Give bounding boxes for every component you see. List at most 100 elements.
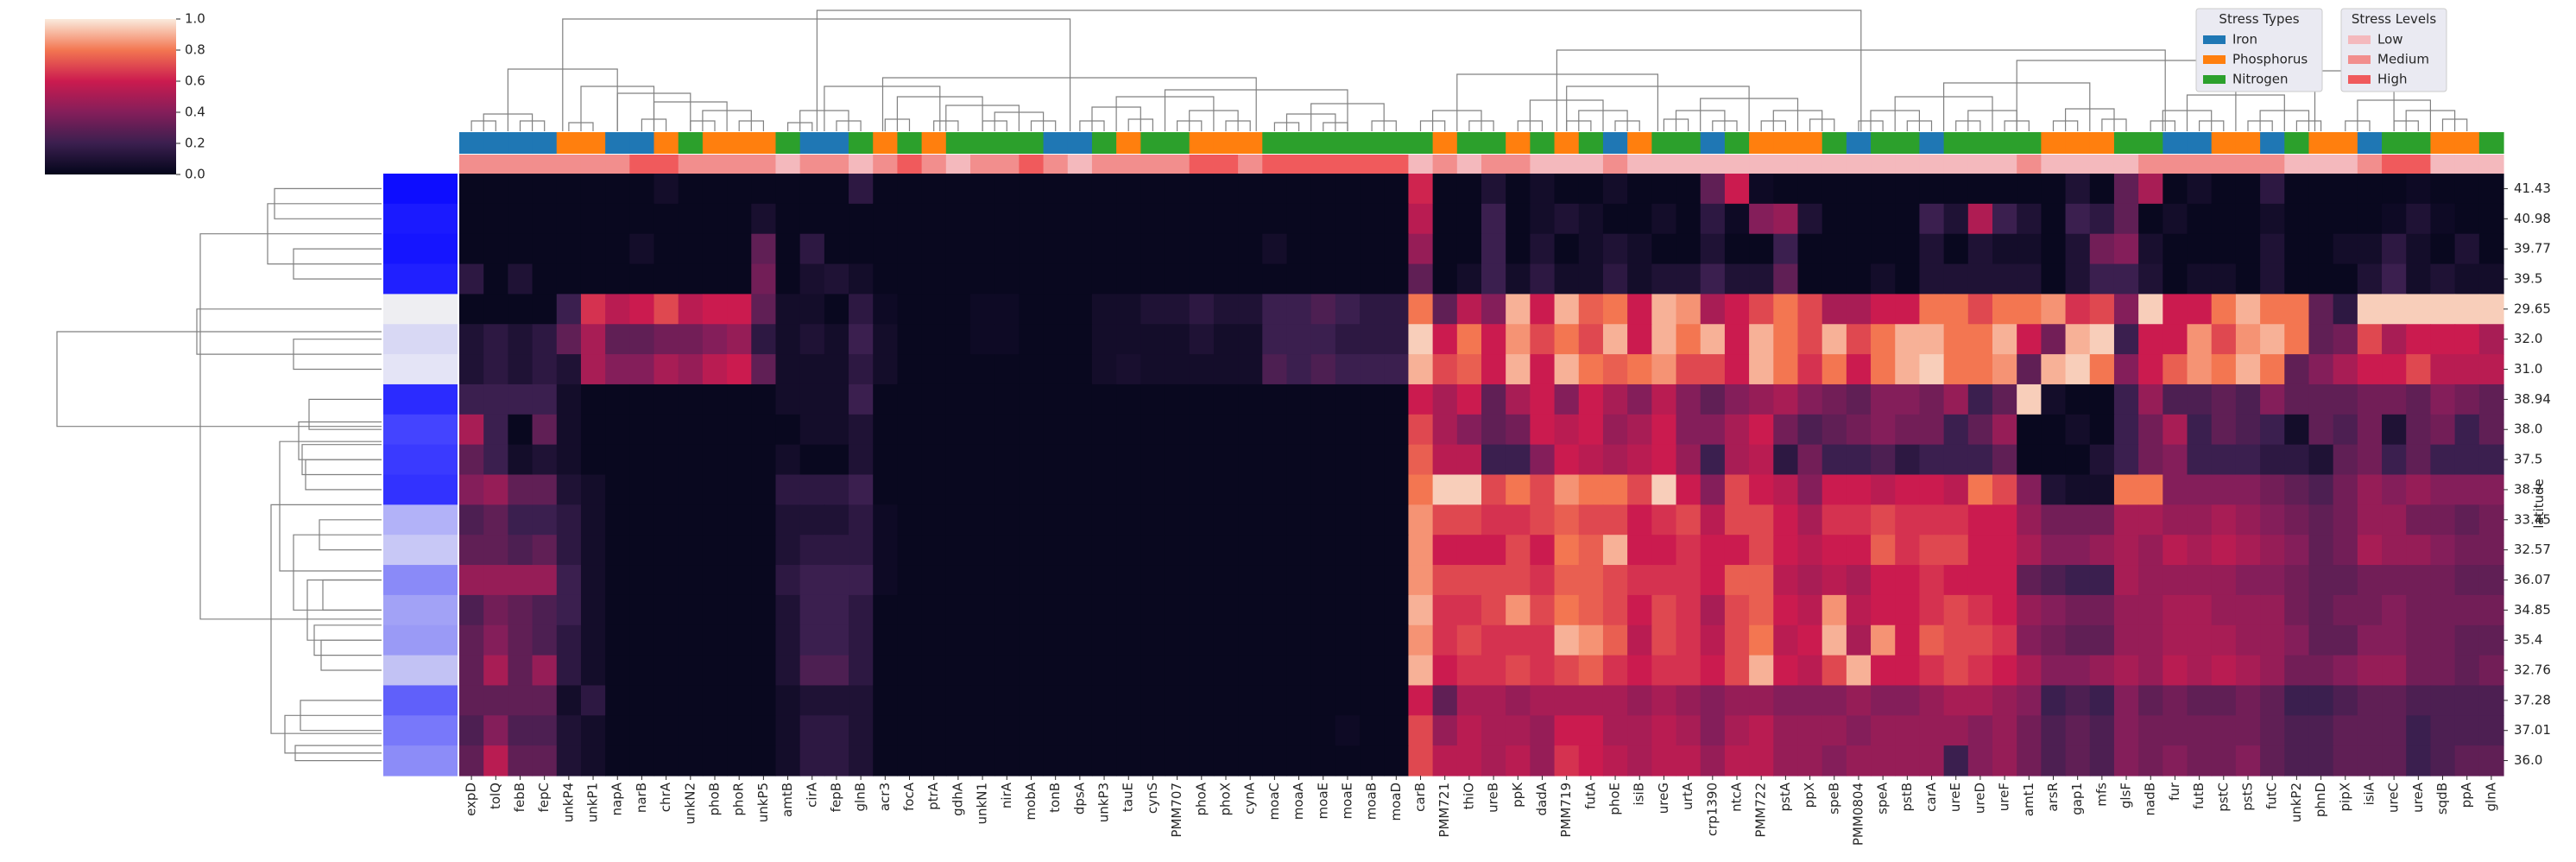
column-label: ptrA bbox=[925, 782, 941, 810]
heatmap-cell bbox=[1602, 233, 1628, 265]
heatmap-cell bbox=[1530, 203, 1556, 235]
heatmap-cell bbox=[2260, 383, 2285, 415]
row-label: 37.01 bbox=[2514, 722, 2551, 738]
heatmap-cell bbox=[1310, 383, 1336, 415]
heatmap-cell bbox=[2478, 294, 2504, 325]
heatmap-cell bbox=[2260, 203, 2285, 235]
heatmap-cell bbox=[678, 324, 704, 355]
heatmap-cell bbox=[1627, 745, 1652, 776]
heatmap-cell bbox=[775, 203, 801, 235]
heatmap-cell bbox=[1335, 294, 1361, 325]
heatmap-cell bbox=[994, 715, 1020, 746]
heatmap-cell bbox=[799, 535, 825, 566]
heatmap-cell bbox=[2260, 233, 2285, 265]
heatmap-cell bbox=[1967, 383, 1993, 415]
heatmap-cell bbox=[1676, 354, 1702, 385]
heatmap-cell bbox=[994, 414, 1020, 446]
heatmap-cell bbox=[1091, 414, 1117, 446]
heatmap-cell bbox=[1919, 474, 1945, 505]
column-label: moaE bbox=[1339, 783, 1354, 819]
heatmap-cell bbox=[1335, 383, 1361, 415]
row-label: 29.65 bbox=[2514, 301, 2551, 316]
heatmap-cell bbox=[1578, 535, 1604, 566]
heatmap-cell bbox=[2454, 174, 2480, 205]
column-label: cynA bbox=[1242, 782, 1258, 814]
heatmap-cell bbox=[1140, 174, 1166, 205]
heatmap-cell bbox=[2357, 745, 2383, 776]
column-label: ureF bbox=[1997, 783, 2012, 811]
heatmap-cell bbox=[970, 565, 995, 596]
heatmap-cell bbox=[1846, 474, 1872, 505]
heatmap-cell bbox=[459, 594, 484, 626]
heatmap-cell bbox=[2284, 624, 2310, 656]
heatmap-cell bbox=[799, 383, 825, 415]
heatmap-cell bbox=[1602, 745, 1628, 776]
stress-type-cell bbox=[459, 132, 484, 154]
heatmap-cell bbox=[2284, 444, 2310, 476]
heatmap-cell bbox=[1943, 324, 1969, 355]
heatmap-cell bbox=[2089, 174, 2115, 205]
heatmap-cell bbox=[1043, 174, 1069, 205]
heatmap-cell bbox=[2333, 715, 2358, 746]
heatmap-cell bbox=[2308, 535, 2334, 566]
heatmap-cell bbox=[897, 565, 923, 596]
heatmap-cell bbox=[2187, 535, 2213, 566]
heatmap-cell bbox=[2284, 383, 2310, 415]
heatmap-cell bbox=[751, 715, 777, 746]
heatmap-cell bbox=[2478, 474, 2504, 505]
heatmap-cell bbox=[2260, 414, 2285, 446]
heatmap-cell bbox=[751, 294, 777, 325]
heatmap-cell bbox=[1384, 474, 1410, 505]
heatmap-cell bbox=[1724, 354, 1750, 385]
heatmap-cell bbox=[2089, 383, 2115, 415]
heatmap-cell bbox=[678, 294, 704, 325]
heatmap-cell bbox=[1310, 535, 1336, 566]
heatmap-cell bbox=[2235, 504, 2261, 536]
stress-type-cell bbox=[873, 132, 899, 154]
heatmap-cell bbox=[970, 444, 995, 476]
heatmap-cell bbox=[1286, 474, 1312, 505]
heatmap-cell bbox=[1335, 444, 1361, 476]
heatmap-cell bbox=[2478, 174, 2504, 205]
heatmap-cell bbox=[1165, 745, 1190, 776]
heatmap-cell bbox=[2333, 655, 2358, 687]
heatmap-cell bbox=[1554, 324, 1580, 355]
heatmap-cell bbox=[1554, 203, 1580, 235]
heatmap-cell bbox=[994, 565, 1020, 596]
column-label: dpsA bbox=[1071, 782, 1087, 814]
heatmap-cell bbox=[2089, 594, 2115, 626]
heatmap-cell bbox=[1456, 174, 1482, 205]
heatmap-cell bbox=[1043, 383, 1069, 415]
heatmap-cell bbox=[921, 324, 947, 355]
heatmap-cell bbox=[873, 504, 899, 536]
heatmap-cell bbox=[1067, 655, 1093, 687]
heatmap-cell bbox=[2478, 535, 2504, 566]
heatmap-cell bbox=[2284, 324, 2310, 355]
heatmap-cell bbox=[1797, 383, 1823, 415]
heatmap-cell bbox=[678, 535, 704, 566]
heatmap-cell bbox=[873, 474, 899, 505]
heatmap-cell bbox=[1286, 324, 1312, 355]
heatmap-cell bbox=[775, 715, 801, 746]
heatmap-cell bbox=[2187, 324, 2213, 355]
dendrogram-link bbox=[824, 86, 941, 131]
stress-level-cell bbox=[2430, 155, 2456, 174]
heatmap-cell bbox=[2162, 624, 2188, 656]
heatmap-cell bbox=[873, 263, 899, 295]
heatmap-cell bbox=[1919, 624, 1945, 656]
heatmap-cell bbox=[799, 594, 825, 626]
heatmap-cell bbox=[1578, 504, 1604, 536]
heatmap-cell bbox=[1749, 594, 1774, 626]
heatmap-cell bbox=[459, 565, 484, 596]
heatmap-cell bbox=[849, 504, 874, 536]
heatmap-cell bbox=[2382, 685, 2407, 716]
heatmap-cell bbox=[1019, 354, 1045, 385]
heatmap-cell bbox=[1651, 324, 1677, 355]
heatmap-cell bbox=[1286, 745, 1312, 776]
heatmap-cell bbox=[1967, 535, 1993, 566]
heatmap-cell bbox=[727, 715, 752, 746]
heatmap-cell bbox=[1238, 414, 1263, 446]
heatmap-cell bbox=[2113, 174, 2139, 205]
latitude-color-cell bbox=[383, 324, 458, 355]
heatmap-cell bbox=[2430, 685, 2456, 716]
